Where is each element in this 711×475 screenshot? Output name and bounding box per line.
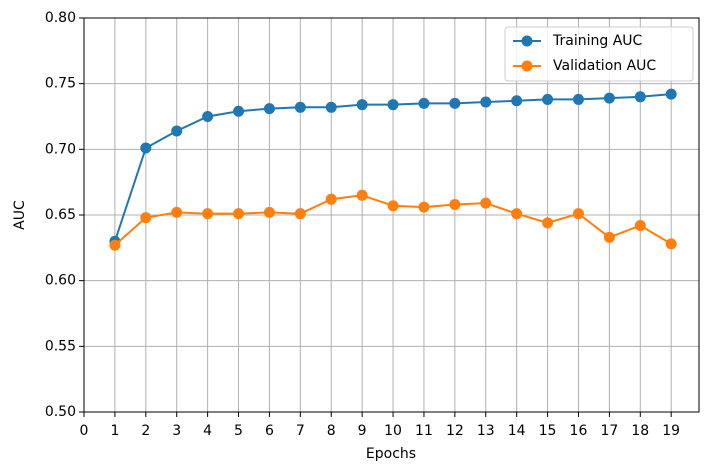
data-point [665, 238, 677, 250]
data-point [603, 92, 615, 104]
data-point [418, 97, 430, 109]
data-point [634, 91, 646, 103]
x-tick-label: 1 [110, 423, 119, 439]
y-tick-label: 0.65 [45, 207, 76, 223]
data-point [480, 96, 492, 108]
data-point [665, 88, 677, 100]
x-tick-label: 15 [539, 423, 557, 439]
x-tick-label: 13 [477, 423, 495, 439]
x-tick-label: 17 [600, 423, 618, 439]
data-point [356, 189, 368, 201]
data-point [418, 201, 430, 213]
x-tick-label: 8 [327, 423, 336, 439]
data-point [140, 142, 152, 154]
data-point [109, 239, 121, 251]
x-tick-label: 11 [415, 423, 433, 439]
x-tick-label: 5 [234, 423, 243, 439]
x-tick-label: 0 [80, 423, 89, 439]
data-point [542, 217, 554, 229]
legend-label: Validation AUC [553, 58, 656, 74]
legend-box [504, 26, 694, 82]
y-tick-label: 0.60 [45, 273, 76, 289]
data-point [263, 103, 275, 115]
x-tick-label: 2 [141, 423, 150, 439]
data-point [542, 93, 554, 105]
plot-frame [83, 17, 700, 413]
data-point [449, 198, 461, 210]
data-point [263, 206, 275, 218]
x-tick-label: 3 [172, 423, 181, 439]
data-point [233, 105, 245, 117]
data-point [140, 212, 152, 224]
data-point [233, 208, 245, 220]
data-point [171, 125, 183, 137]
y-tick-label: 0.50 [45, 404, 76, 420]
data-point [356, 99, 368, 111]
x-tick-label: 12 [446, 423, 464, 439]
x-tick-label: 14 [508, 423, 526, 439]
data-point [511, 95, 523, 107]
y-tick-label: 0.80 [45, 10, 76, 26]
data-point [387, 99, 399, 111]
data-point [325, 193, 337, 205]
data-point [325, 101, 337, 113]
x-tick-label: 7 [296, 423, 305, 439]
data-point [572, 93, 584, 105]
data-point [387, 200, 399, 212]
data-point [480, 197, 492, 209]
data-point [171, 206, 183, 218]
x-tick-label: 18 [631, 423, 649, 439]
y-tick-label: 0.55 [45, 338, 76, 354]
y-tick-label: 0.75 [45, 76, 76, 92]
y-axis-label: AUC [12, 200, 28, 230]
x-axis-label: Epochs [366, 446, 416, 462]
x-tick-label: 9 [358, 423, 367, 439]
data-point [603, 231, 615, 243]
data-point [634, 220, 646, 232]
x-tick-label: 19 [662, 423, 680, 439]
data-point [449, 97, 461, 109]
data-point [294, 208, 306, 220]
data-point [294, 101, 306, 113]
data-point [202, 208, 214, 220]
x-tick-label: 6 [265, 423, 274, 439]
x-tick-label: 4 [203, 423, 212, 439]
x-tick-label: 10 [384, 423, 402, 439]
data-point [202, 111, 214, 122]
legend-marker [521, 35, 533, 47]
x-tick-label: 16 [570, 423, 588, 439]
data-point [572, 208, 584, 220]
y-tick-label: 0.70 [45, 141, 76, 157]
legend-marker [521, 60, 533, 72]
legend-label: Training AUC [552, 33, 643, 49]
data-point [511, 208, 523, 220]
